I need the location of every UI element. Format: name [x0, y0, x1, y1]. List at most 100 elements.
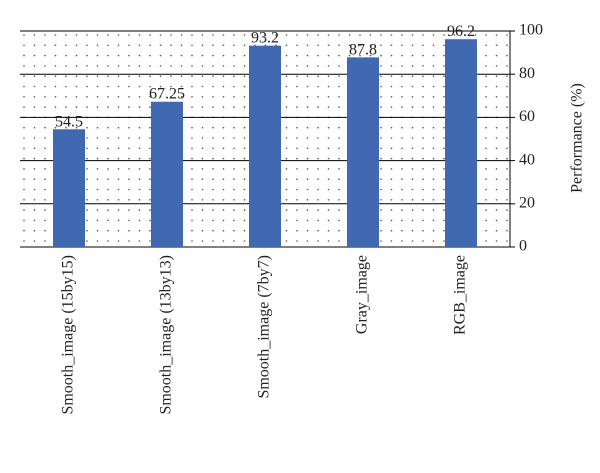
- grid-dot: [485, 209, 487, 211]
- grid-dot: [380, 106, 382, 108]
- grid-dot: [348, 44, 351, 47]
- grid-dot: [222, 209, 225, 211]
- grid-dot: [317, 126, 319, 129]
- grid-dot: [86, 157, 88, 160]
- grid-dot: [243, 34, 246, 36]
- grid-dot: [285, 229, 288, 232]
- grid-dot: [338, 54, 340, 57]
- grid-dot: [191, 188, 193, 191]
- grid-dot: [338, 219, 340, 222]
- grid-dot: [411, 126, 414, 129]
- grid-dot: [296, 126, 298, 129]
- grid-dot: [380, 178, 382, 180]
- grid-dot: [96, 126, 99, 129]
- grid-dot: [306, 65, 309, 67]
- grid-dot: [117, 240, 120, 242]
- bar: [347, 57, 379, 247]
- grid-dot: [495, 54, 498, 57]
- grid-dot: [222, 44, 225, 47]
- grid-dot: [128, 126, 130, 129]
- grid-dot: [191, 219, 193, 222]
- grid-dot: [212, 157, 214, 160]
- grid-dot: [296, 168, 298, 170]
- grid-dot: [191, 240, 193, 242]
- grid-dot: [243, 126, 246, 129]
- grid-dot: [212, 126, 214, 129]
- grid-dot: [380, 126, 382, 129]
- grid-dot: [75, 126, 78, 129]
- grid-dot: [338, 65, 340, 67]
- grid-dot: [107, 168, 109, 170]
- grid-dot: [443, 85, 445, 88]
- grid-dot: [243, 209, 246, 211]
- grid-dot: [54, 34, 57, 36]
- grid-dot: [191, 75, 193, 77]
- grid-dot: [212, 188, 214, 191]
- grid-dot: [23, 209, 25, 211]
- grid-dot: [296, 34, 298, 36]
- grid-dot: [401, 137, 403, 139]
- grid-dot: [338, 106, 340, 108]
- grid-dot: [443, 209, 445, 211]
- grid-dot: [243, 96, 246, 98]
- grid-dot: [432, 240, 435, 242]
- grid-dot: [327, 54, 330, 57]
- grid-dot: [243, 147, 246, 150]
- grid-dot: [96, 178, 99, 180]
- grid-dot: [117, 168, 120, 170]
- grid-dot: [96, 199, 99, 201]
- grid-dot: [75, 44, 78, 47]
- grid-dot: [23, 54, 25, 57]
- grid-dot: [33, 85, 36, 88]
- grid-dot: [506, 178, 508, 180]
- grid-dot: [432, 219, 435, 222]
- grid-dot: [485, 126, 487, 129]
- grid-dot: [23, 106, 25, 108]
- grid-dot: [128, 137, 130, 139]
- grid-dot: [380, 219, 382, 222]
- grid-dot: [432, 229, 435, 232]
- grid-dot: [432, 34, 435, 36]
- grid-dot: [107, 44, 109, 47]
- grid-dot: [233, 137, 235, 139]
- grid-dot: [212, 34, 214, 36]
- grid-dot: [222, 147, 225, 150]
- grid-dot: [317, 75, 319, 77]
- grid-dot: [212, 137, 214, 139]
- grid-dot: [306, 219, 309, 222]
- grid-dot: [485, 75, 487, 77]
- grid-dot: [191, 209, 193, 211]
- grid-dot: [138, 34, 141, 36]
- grid-dot: [380, 96, 382, 98]
- grid-dot: [191, 178, 193, 180]
- grid-dot: [485, 240, 487, 242]
- grid-dot: [212, 229, 214, 232]
- grid-dot: [485, 65, 487, 67]
- grid-dot: [117, 188, 120, 191]
- grid-dot: [432, 54, 435, 57]
- grid-dot: [390, 188, 393, 191]
- grid-dot: [390, 178, 393, 180]
- grid-dot: [138, 219, 141, 222]
- grid-dot: [401, 85, 403, 88]
- grid-dot: [222, 65, 225, 67]
- grid-dot: [338, 126, 340, 129]
- grid-dot: [317, 106, 319, 108]
- grid-dot: [96, 44, 99, 47]
- grid-dot: [212, 85, 214, 88]
- grid-dot: [233, 147, 235, 150]
- grid-dot: [201, 96, 204, 98]
- grid-dot: [306, 85, 309, 88]
- grid-dot: [317, 209, 319, 211]
- grid-dot: [411, 147, 414, 150]
- grid-dot: [243, 75, 246, 77]
- grid-dot: [506, 44, 508, 47]
- grid-dot: [243, 54, 246, 57]
- grid-dot: [23, 240, 25, 242]
- grid-dot: [201, 209, 204, 211]
- grid-dot: [86, 137, 88, 139]
- grid-dot: [422, 44, 424, 47]
- grid-dot: [170, 96, 172, 98]
- grid-dot: [159, 85, 162, 88]
- grid-dot: [306, 157, 309, 160]
